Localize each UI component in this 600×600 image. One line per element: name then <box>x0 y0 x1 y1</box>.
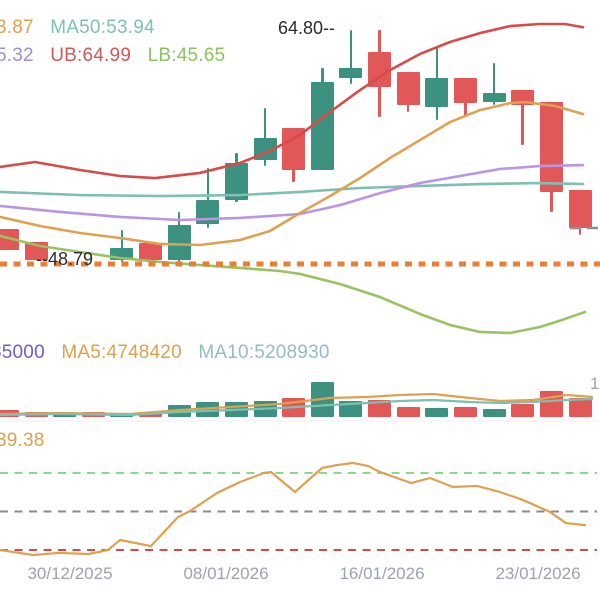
volume-bar <box>396 407 420 417</box>
price-legend-row1: 3.87 MA50:53.94 <box>0 17 166 39</box>
legend-volume-value: 85000 <box>0 342 45 363</box>
candle-body <box>511 90 535 105</box>
volume-legend: 85000 MA5:4748420 MA10:5208930 <box>0 342 341 364</box>
volume-bar <box>81 412 105 417</box>
volume-bar <box>224 402 248 417</box>
candle-body <box>282 128 306 170</box>
legend-ma-value: 3.87 <box>0 17 34 38</box>
x-axis: 30/12/2025 08/01/2026 16/01/2026 23/01/2… <box>0 564 600 588</box>
volume-bar <box>0 410 19 417</box>
current-price-annotation: --48.79 <box>36 249 94 269</box>
candle-body <box>339 68 363 79</box>
volume-bar <box>53 413 77 417</box>
legend-vol-ma10: MA10:5208930 <box>198 342 330 363</box>
volume-bar <box>24 412 48 417</box>
x-axis-label-0: 30/12/2025 <box>27 564 113 583</box>
volume-bar <box>167 405 191 417</box>
legend-lower-band: LB:45.65 <box>147 45 226 66</box>
legend-boll-mid: 5.32 <box>0 45 34 66</box>
volume-bar <box>368 400 392 417</box>
candle-body <box>453 78 477 103</box>
candle-body <box>368 52 392 87</box>
candle-body <box>396 71 420 105</box>
volume-scale-label: 1 <box>590 374 600 393</box>
volume-bar <box>453 407 477 417</box>
candle-body <box>568 190 592 229</box>
volume-bar <box>568 398 592 417</box>
volume-bar <box>339 401 363 417</box>
volume-bar <box>110 414 134 417</box>
legend-vol-ma5: MA5:4748420 <box>61 342 182 363</box>
volume-bar <box>482 409 506 417</box>
volume-bar <box>539 391 563 417</box>
volume-bar <box>425 408 449 417</box>
oscillator-legend: 39.38 <box>0 430 56 452</box>
candle-body <box>110 248 134 261</box>
candle-body <box>0 229 19 250</box>
x-axis-label-3: 23/01/2026 <box>495 564 581 583</box>
volume-bar <box>139 412 163 417</box>
candle-body <box>224 163 248 200</box>
x-axis-label-1: 08/01/2026 <box>183 564 269 583</box>
volume-bar <box>196 402 220 417</box>
legend-osc-value: 39.38 <box>0 430 45 451</box>
volume-bar <box>511 404 535 417</box>
candle-body <box>482 92 506 103</box>
candle-body <box>139 242 163 261</box>
volume-bar <box>310 382 334 417</box>
high-price-annotation: 64.80-- <box>278 18 336 38</box>
candle-body <box>253 138 277 161</box>
candle-body <box>167 224 191 261</box>
price-legend-row2: 5.32 UB:64.99 LB:45.65 <box>0 45 236 67</box>
candle-body <box>310 82 334 171</box>
candle-body <box>196 199 220 224</box>
volume-bar <box>282 398 306 417</box>
x-axis-label-2: 16/01/2026 <box>339 564 425 583</box>
volume-bar <box>253 401 277 417</box>
legend-ma50: MA50:53.94 <box>50 17 155 38</box>
legend-upper-band: UB:64.99 <box>50 45 132 66</box>
candle-body <box>539 102 563 192</box>
candle-body <box>425 78 449 108</box>
